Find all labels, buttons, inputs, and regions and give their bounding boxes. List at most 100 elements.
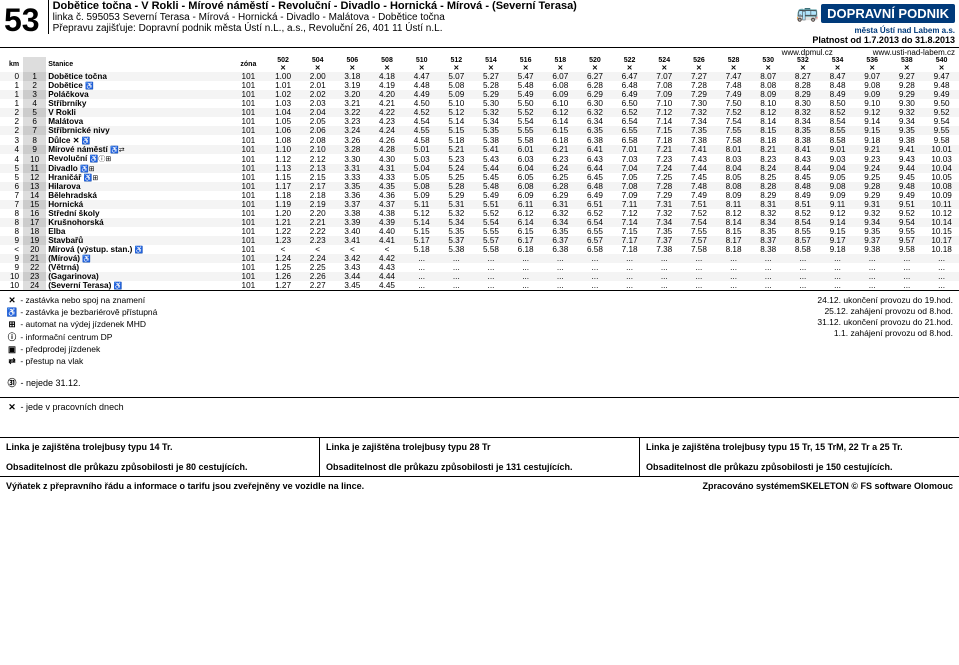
departure-time: 9.54 [924, 117, 959, 126]
table-row: 715Hornická1011.192.193.374.375.115.315.… [0, 200, 959, 209]
departure-time: 9.55 [924, 126, 959, 135]
departure-time: 5.48 [474, 182, 509, 191]
departure-time: ... [439, 263, 474, 272]
departure-time: 9.25 [855, 173, 890, 182]
departure-time: ... [890, 281, 925, 290]
departure-time: 9.29 [890, 90, 925, 99]
departure-time: 1.03 [266, 99, 301, 108]
departure-time: 3.31 [335, 164, 370, 173]
departure-time: 5.45 [474, 173, 509, 182]
departure-time: 3.24 [335, 126, 370, 135]
departure-time: 1.24 [266, 254, 301, 263]
departure-time: 10.17 [924, 236, 959, 245]
departure-time: 5.14 [404, 218, 439, 227]
departure-time: 1.27 [266, 281, 301, 290]
departure-time: ... [508, 281, 543, 290]
departure-time: 8.01 [716, 145, 751, 154]
departure-time: ... [682, 281, 717, 290]
departure-time: 7.43 [682, 154, 717, 164]
departure-time: 9.08 [855, 81, 890, 90]
stop-name: V Rokli [46, 108, 231, 117]
trip-id: 530 [751, 57, 786, 64]
departure-time: 6.30 [578, 99, 613, 108]
departure-time: 7.55 [716, 126, 751, 135]
departure-time: 6.18 [508, 245, 543, 254]
workday-symbol: ✕ [508, 64, 543, 72]
table-row: 817Krušnohorská1011.212.213.394.395.145.… [0, 218, 959, 227]
legend-note: 25.12. zahájení provozu od 8.hod. [817, 306, 953, 316]
departure-time: ... [924, 263, 959, 272]
departure-time: 9.04 [820, 164, 855, 173]
trip-id: 514 [474, 57, 509, 64]
departure-time: 7.25 [647, 173, 682, 182]
departure-time: 6.04 [508, 164, 543, 173]
departure-time: 7.14 [612, 218, 647, 227]
departure-time: 9.49 [890, 191, 925, 200]
departure-time: ... [612, 281, 647, 290]
departure-time: 7.10 [647, 99, 682, 108]
departure-time: 9.11 [820, 200, 855, 209]
departure-time: < [335, 245, 370, 254]
table-row: 919Stavbařů1011.232.233.414.415.175.375.… [0, 236, 959, 245]
departure-time: 9.50 [924, 99, 959, 108]
departure-time: 4.24 [370, 126, 405, 135]
departure-time: 8.08 [716, 182, 751, 191]
departure-time: 2.01 [300, 81, 335, 90]
departure-time: ... [716, 254, 751, 263]
departure-time: 2.23 [300, 236, 335, 245]
departure-time: 9.47 [924, 72, 959, 81]
departure-time: 6.54 [578, 218, 613, 227]
departure-time: 3.19 [335, 81, 370, 90]
trip-id: 522 [612, 57, 647, 64]
stop-name: Revoluční ♿ⓘ⊞ [46, 154, 231, 164]
departure-time: 5.07 [439, 72, 474, 81]
stop-name: Mírová (výstup. stan.) ♿ [46, 245, 231, 254]
departure-time: 5.37 [439, 236, 474, 245]
table-row: <20Mírová (výstup. stan.) ♿101<<<<5.185.… [0, 245, 959, 254]
departure-time: 7.34 [682, 117, 717, 126]
departure-time: 2.21 [300, 218, 335, 227]
legend-left: ✕ - zastávka nebo spoj na znamení♿ - zas… [6, 295, 817, 368]
departure-time: 9.14 [820, 218, 855, 227]
table-row: 01Dobětice točna1011.002.003.184.184.475… [0, 72, 959, 81]
departure-time: 6.03 [508, 154, 543, 164]
departure-time: 5.41 [474, 145, 509, 154]
trip-id: 540 [924, 57, 959, 64]
departure-time: 7.48 [716, 81, 751, 90]
departure-time: 1.06 [266, 126, 301, 135]
departure-time: ... [612, 254, 647, 263]
departure-time: 8.35 [786, 126, 821, 135]
departure-time: 5.55 [474, 227, 509, 236]
departure-time: 7.09 [647, 90, 682, 99]
departure-time: 7.15 [647, 126, 682, 135]
departure-time: 5.30 [474, 99, 509, 108]
departure-time: 9.01 [820, 145, 855, 154]
departure-time: 6.11 [508, 200, 543, 209]
departure-time: 1.17 [266, 182, 301, 191]
departure-time: 3.28 [335, 145, 370, 154]
workday-symbol: ✕ [335, 64, 370, 72]
departure-time: 8.30 [786, 99, 821, 108]
legend-item: ⊞ - automat na výdej jízdenek MHD [6, 319, 817, 330]
departure-time: 7.31 [647, 200, 682, 209]
departure-time: 5.31 [439, 200, 474, 209]
departure-time: 9.38 [855, 245, 890, 254]
departure-time: 8.55 [820, 126, 855, 135]
departure-time: ... [612, 272, 647, 281]
workday-symbol: ✕ [924, 64, 959, 72]
departure-time: 5.54 [508, 117, 543, 126]
departure-time: 5.47 [508, 72, 543, 81]
departure-time: 8.12 [751, 108, 786, 117]
departure-time: 9.32 [890, 108, 925, 117]
departure-time: 5.57 [474, 236, 509, 245]
departure-time: 3.40 [335, 227, 370, 236]
departure-time: ... [439, 272, 474, 281]
departure-time: 7.14 [647, 117, 682, 126]
departure-time: 5.08 [404, 182, 439, 191]
departure-time: 8.28 [786, 81, 821, 90]
table-row: 816Střední školy1011.202.203.384.385.125… [0, 209, 959, 218]
departure-time: 6.44 [578, 164, 613, 173]
departure-time: 4.43 [370, 263, 405, 272]
departure-time: 2.10 [300, 145, 335, 154]
departure-time: 3.36 [335, 191, 370, 200]
